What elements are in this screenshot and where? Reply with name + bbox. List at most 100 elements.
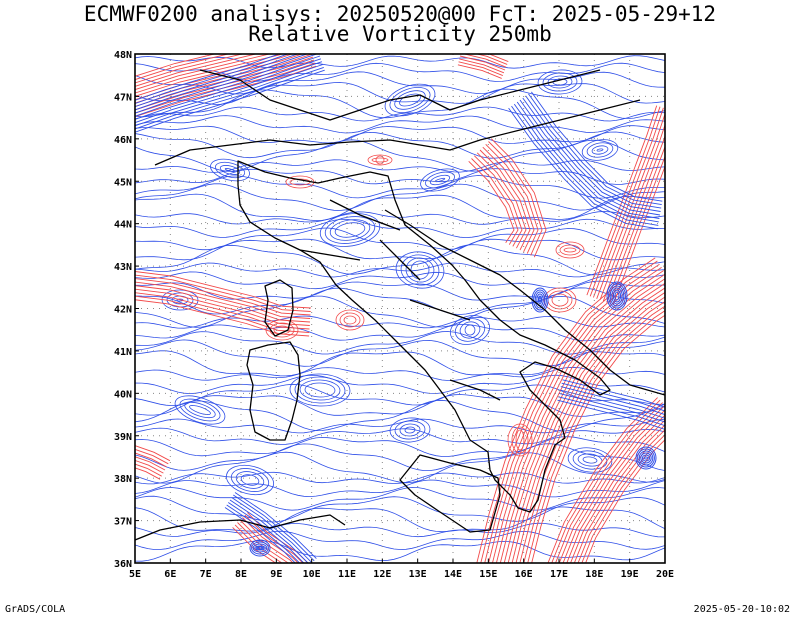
positive-band-contour bbox=[475, 54, 508, 65]
negative-band-contour bbox=[559, 392, 665, 423]
positive-band-contour bbox=[135, 281, 311, 319]
lat-lon-grid bbox=[135, 54, 665, 563]
negative-core bbox=[641, 454, 651, 462]
footer-timestamp: 2025-05-20-10:02 bbox=[693, 604, 790, 615]
negative-eddy bbox=[425, 171, 455, 189]
negative-core bbox=[609, 285, 625, 307]
positive-band-contour bbox=[547, 397, 658, 563]
positive-band-contour bbox=[503, 282, 665, 563]
negative-band-contour bbox=[558, 396, 665, 427]
negative-contour bbox=[135, 115, 665, 134]
positive-band-contour bbox=[499, 278, 665, 563]
negative-contour bbox=[135, 366, 665, 381]
negative-core bbox=[538, 297, 542, 303]
negative-contour bbox=[135, 486, 665, 511]
lon-label: 17E bbox=[550, 569, 568, 580]
negative-eddy bbox=[400, 254, 440, 286]
negative-core bbox=[257, 546, 263, 550]
negative-band-contour bbox=[233, 494, 315, 562]
negative-eddy bbox=[224, 168, 236, 172]
positive-band-contour bbox=[573, 424, 665, 563]
negative-contour bbox=[135, 55, 665, 69]
negative-contour bbox=[135, 193, 665, 222]
negative-band-contour bbox=[560, 386, 665, 416]
positive-band-contour bbox=[585, 439, 665, 563]
positive-lobe bbox=[339, 312, 361, 328]
positive-band-contour bbox=[135, 54, 217, 77]
positive-band-contour bbox=[586, 105, 658, 296]
positive-band-contour bbox=[487, 54, 509, 63]
lon-label: 6E bbox=[164, 569, 176, 580]
negative-core bbox=[254, 545, 266, 551]
positive-band-contour bbox=[473, 155, 523, 247]
longitude-axis: 5E 6E 7E 8E 9E 10E 11E 12E 13E 14E 15E 16E 17E 18E 19E… bbox=[129, 559, 674, 580]
negative-core bbox=[614, 291, 620, 301]
negative-eddy bbox=[230, 468, 270, 492]
positive-band-contour bbox=[488, 141, 543, 256]
negative-contour bbox=[135, 339, 665, 367]
positive-lobe bbox=[343, 315, 357, 325]
negative-eddy bbox=[324, 216, 376, 244]
negative-eddy bbox=[329, 219, 371, 241]
negative-contour bbox=[135, 218, 665, 239]
positive-band-contour bbox=[581, 434, 665, 563]
positive-band-contour bbox=[558, 404, 665, 563]
positive-band-contour bbox=[135, 278, 311, 316]
negative-eddy bbox=[581, 139, 619, 161]
positive-lobe bbox=[367, 154, 393, 166]
negative-core bbox=[252, 543, 268, 553]
lon-label: 16E bbox=[515, 569, 533, 580]
positive-band-contour bbox=[135, 452, 167, 468]
negative-band-contour bbox=[228, 502, 305, 563]
negative-core bbox=[251, 541, 269, 555]
positive-band-contour bbox=[476, 152, 527, 249]
positive-band-contour bbox=[488, 267, 662, 563]
negative-band-contour bbox=[135, 54, 319, 114]
negative-band-contour bbox=[135, 54, 309, 111]
negative-core bbox=[637, 448, 655, 468]
lon-label: 7E bbox=[200, 569, 212, 580]
negative-eddy bbox=[420, 168, 460, 192]
negative-band-contour bbox=[135, 61, 323, 124]
central-europe-border bbox=[199, 69, 601, 121]
lon-label: 19E bbox=[621, 569, 639, 580]
positive-band-contour bbox=[485, 143, 539, 254]
negative-eddy bbox=[304, 382, 336, 398]
lat-label: 48N bbox=[114, 50, 132, 61]
negative-eddy bbox=[459, 321, 481, 339]
negative-contour bbox=[135, 211, 665, 225]
balkan-coastline bbox=[384, 209, 665, 396]
positive-band-contour bbox=[135, 54, 244, 84]
negative-band-contour bbox=[531, 91, 663, 202]
negative-eddy bbox=[399, 423, 421, 437]
positive-band-contour bbox=[491, 270, 664, 563]
positive-band-contour bbox=[135, 288, 310, 326]
sicily-coastline bbox=[399, 454, 501, 533]
negative-eddy bbox=[189, 405, 211, 415]
negative-eddy bbox=[395, 251, 445, 289]
negative-contour bbox=[135, 280, 665, 301]
negative-band-contour bbox=[135, 58, 322, 120]
negative-contour bbox=[135, 506, 665, 533]
lon-label: 5E bbox=[129, 569, 141, 580]
positive-band-contour bbox=[459, 55, 506, 71]
positive-band-contour bbox=[609, 155, 665, 304]
footer-credit: GrADS/COLA bbox=[5, 604, 66, 615]
lon-label: 10E bbox=[303, 569, 321, 580]
negative-eddy bbox=[449, 315, 491, 345]
positive-lobe bbox=[511, 426, 529, 454]
negative-band-contour bbox=[559, 389, 665, 419]
positive-band-contour bbox=[479, 149, 531, 251]
negative-eddy bbox=[389, 417, 431, 443]
positive-band-contour bbox=[135, 448, 169, 465]
negative-contour bbox=[135, 471, 665, 485]
positive-band-contour bbox=[599, 123, 665, 301]
negative-eddy bbox=[429, 174, 451, 186]
negative-eddy bbox=[235, 471, 265, 489]
negative-band-contour bbox=[508, 107, 658, 230]
negative-contour bbox=[135, 451, 665, 484]
negative-eddy bbox=[404, 426, 416, 434]
positive-band-contour bbox=[135, 295, 310, 333]
lon-label: 11E bbox=[338, 569, 356, 580]
